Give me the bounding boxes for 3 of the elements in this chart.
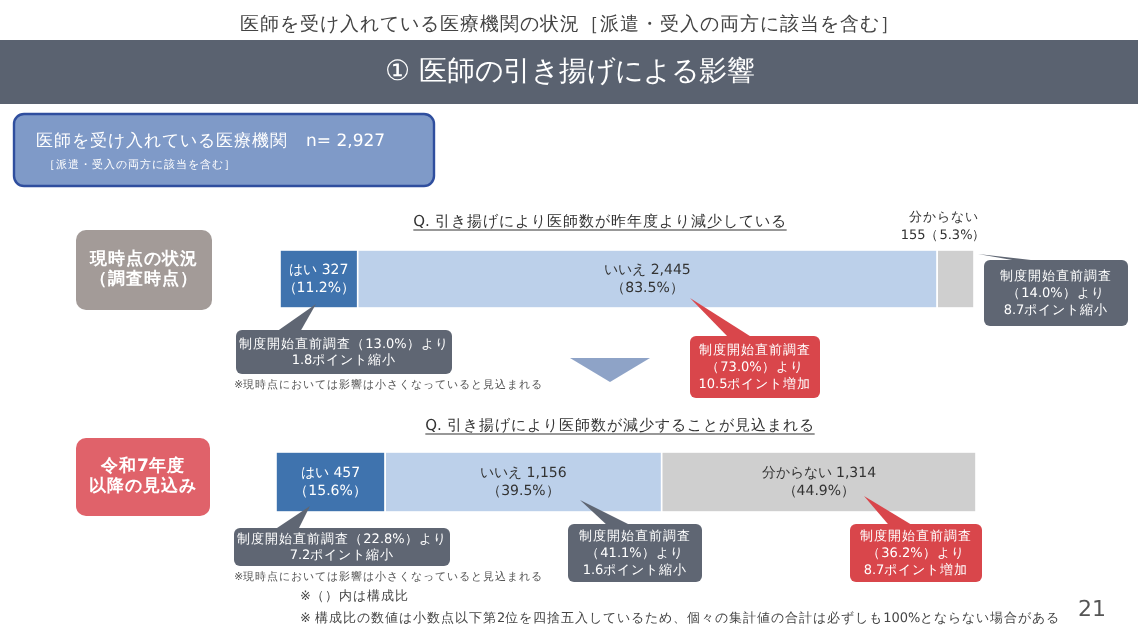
text: 21 xyxy=(1078,595,1106,621)
y-tick-label: 現時点の状況（調査時点） xyxy=(88,247,198,291)
y-tick-label: 令和7年度以降の見込み xyxy=(89,454,197,498)
